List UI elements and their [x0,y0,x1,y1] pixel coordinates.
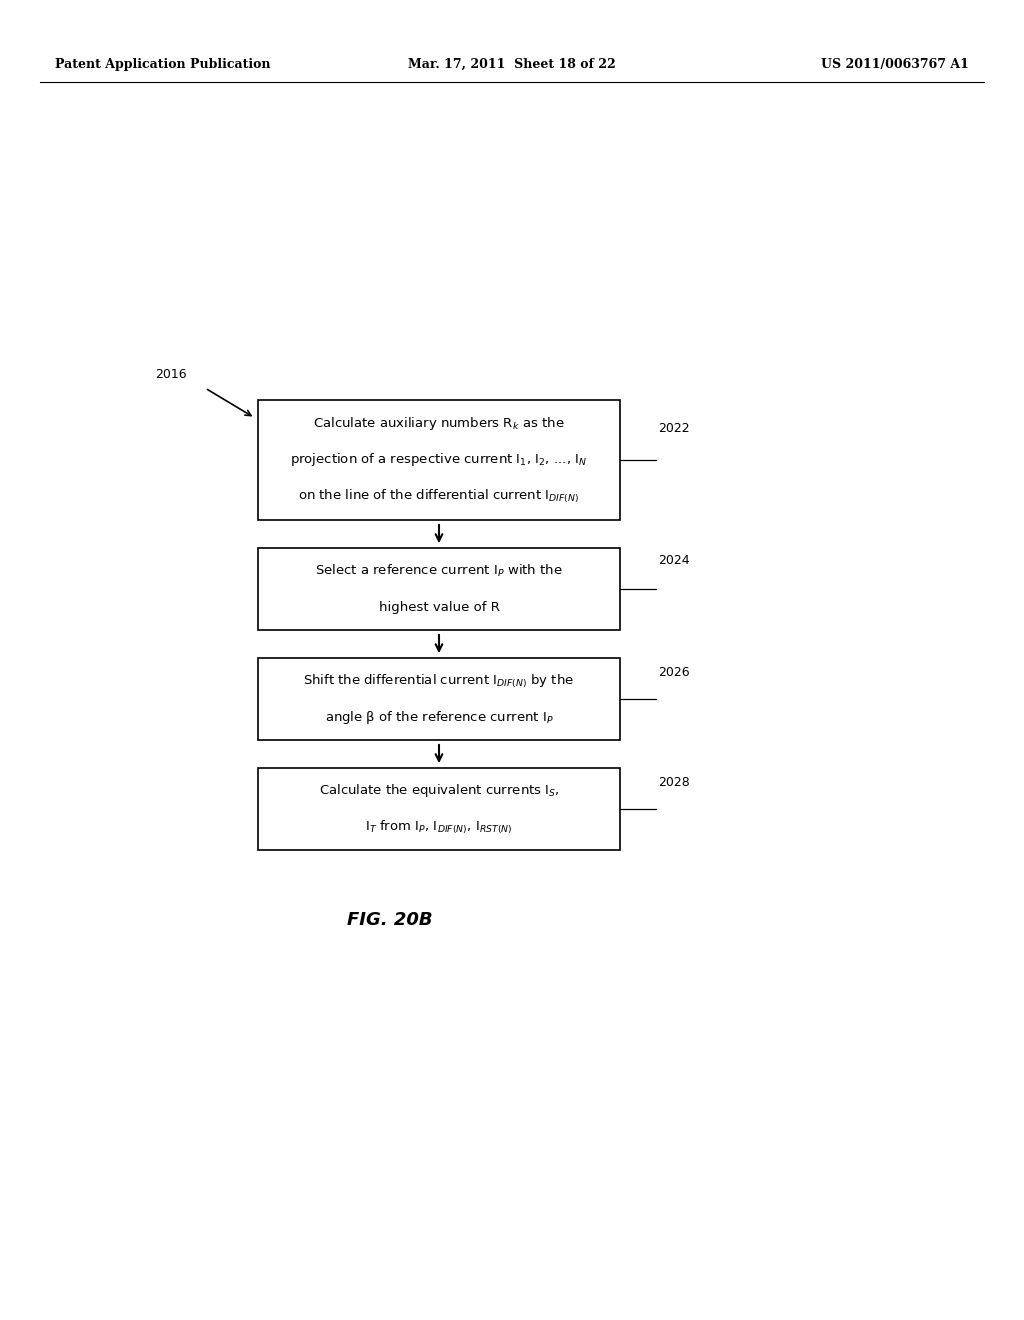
Text: Patent Application Publication: Patent Application Publication [55,58,270,71]
Text: Shift the differential current I$_{DIF(N)}$ by the: Shift the differential current I$_{DIF(N… [303,672,574,689]
Text: angle β of the reference current I$_P$: angle β of the reference current I$_P$ [325,709,553,726]
Text: FIG. 20B: FIG. 20B [347,911,433,929]
Text: US 2011/0063767 A1: US 2011/0063767 A1 [821,58,969,71]
Text: highest value of R: highest value of R [379,601,500,614]
Text: Select a reference current I$_P$ with the: Select a reference current I$_P$ with th… [315,562,563,579]
Text: 2028: 2028 [658,776,690,788]
Text: 2022: 2022 [658,421,689,434]
Bar [258,400,620,520]
Bar [258,768,620,850]
Text: I$_T$ from I$_P$, I$_{DIF(N)}$, I$_{RST(N)}$: I$_T$ from I$_P$, I$_{DIF(N)}$, I$_{RST(… [366,818,513,836]
Text: projection of a respective current I$_1$, I$_2$, ..., I$_N$: projection of a respective current I$_1$… [291,451,588,469]
Text: Calculate the equivalent currents I$_S$,: Calculate the equivalent currents I$_S$, [318,783,559,800]
Text: on the line of the differential current I$_{DIF(N)}$: on the line of the differential current … [298,487,580,504]
Text: Mar. 17, 2011  Sheet 18 of 22: Mar. 17, 2011 Sheet 18 of 22 [409,58,615,71]
Text: 2016: 2016 [155,368,186,381]
Text: Calculate auxiliary numbers R$_k$ as the: Calculate auxiliary numbers R$_k$ as the [313,416,565,433]
Text: 2024: 2024 [658,553,689,566]
Bar [258,657,620,741]
Text: 2026: 2026 [658,665,689,678]
Bar [258,548,620,630]
